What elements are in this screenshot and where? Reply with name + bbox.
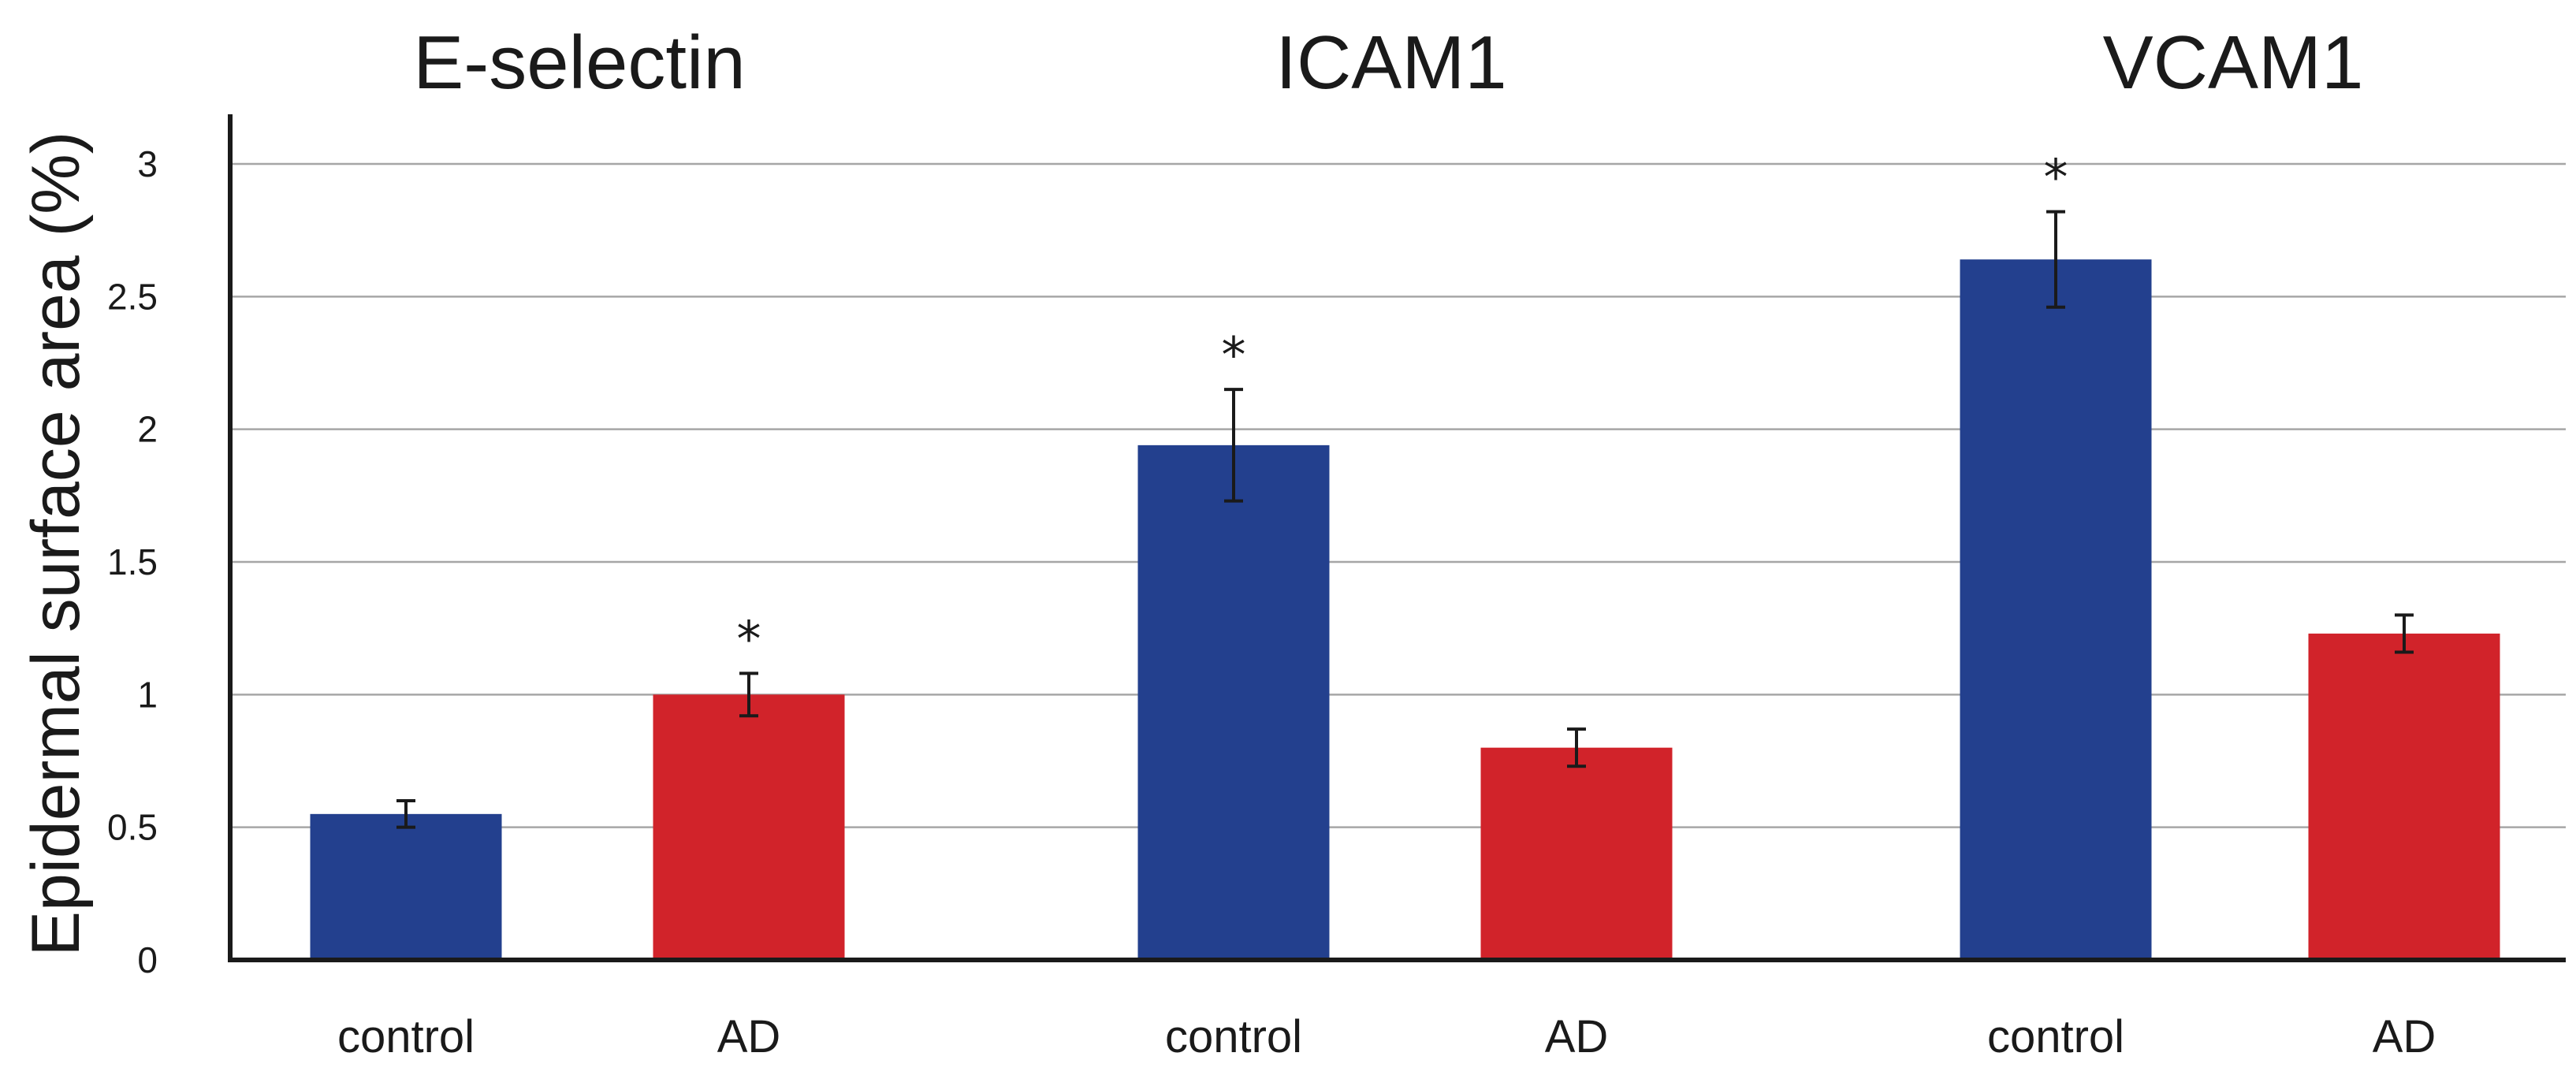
- y-axis-title: Epidermal surface area (%): [18, 132, 94, 957]
- gridlines: [230, 162, 2566, 828]
- bars: [310, 210, 2500, 960]
- group-title: VCAM1: [2103, 20, 2364, 105]
- x-category-label: control: [1987, 1011, 2124, 1062]
- y-tick-label: 2: [137, 409, 158, 450]
- significance-marker: *: [737, 610, 761, 668]
- bar: [310, 813, 502, 960]
- x-category-label: control: [337, 1011, 475, 1062]
- bar: [653, 694, 845, 960]
- x-category-label: AD: [717, 1011, 781, 1062]
- group-title: E-selectin: [413, 20, 746, 105]
- y-tick-label: 1: [137, 674, 158, 715]
- bar: [1480, 747, 1673, 960]
- bar: [1960, 259, 2152, 960]
- y-tick-label: 0.5: [107, 807, 158, 848]
- y-tick-label: 3: [137, 143, 158, 184]
- y-tick-label: 2.5: [107, 276, 158, 317]
- y-tick-label: 0: [137, 939, 158, 980]
- x-category-label: control: [1165, 1011, 1302, 1062]
- x-category-label: AD: [1545, 1011, 1609, 1062]
- significance-marker: *: [1222, 326, 1246, 384]
- significance-marker: *: [2044, 149, 2068, 206]
- y-tick-label: 1.5: [107, 541, 158, 582]
- bar: [1137, 445, 1330, 960]
- x-category-label: AD: [2373, 1011, 2436, 1062]
- bar: [2308, 633, 2500, 960]
- group-title: ICAM1: [1275, 20, 1506, 105]
- axes: [228, 114, 2566, 962]
- labels: 0 0.5 1 1.5 2 2.5 3 E-selectin control * AD ICAM1 * c…: [107, 20, 2436, 1062]
